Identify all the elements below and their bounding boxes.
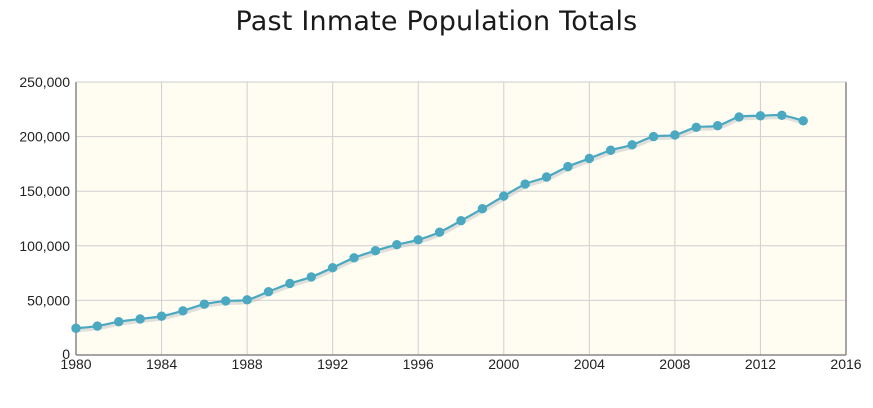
chart-title: Past Inmate Population Totals bbox=[235, 6, 638, 37]
data-point[interactable] bbox=[221, 296, 231, 306]
x-tick-label: 2016 bbox=[830, 356, 861, 372]
data-point[interactable] bbox=[92, 321, 103, 331]
data-point[interactable] bbox=[563, 161, 573, 172]
y-tick-label: 250,000 bbox=[19, 74, 70, 90]
tick-labels: 1980 1984 1988 1992 1996 2000 2004 2008 2012 2016… bbox=[19, 74, 861, 372]
data-point[interactable] bbox=[135, 314, 145, 324]
data-point[interactable] bbox=[798, 116, 808, 126]
data-point[interactable] bbox=[627, 140, 637, 150]
x-tick-label: 1988 bbox=[232, 356, 263, 372]
data-point[interactable] bbox=[413, 235, 423, 245]
data-point[interactable] bbox=[349, 253, 359, 263]
data-point[interactable] bbox=[541, 172, 552, 182]
data-point[interactable] bbox=[306, 272, 316, 282]
data-point[interactable] bbox=[285, 278, 295, 289]
data-point[interactable] bbox=[434, 227, 445, 237]
data-point[interactable] bbox=[777, 110, 787, 121]
data-point[interactable] bbox=[263, 286, 274, 297]
data-point[interactable] bbox=[691, 122, 701, 133]
data-point[interactable] bbox=[199, 299, 210, 309]
data-point[interactable] bbox=[71, 323, 81, 333]
y-tick-label: 0 bbox=[62, 346, 70, 362]
data-point[interactable] bbox=[327, 262, 338, 273]
data-point[interactable] bbox=[456, 215, 466, 226]
y-tick-label: 200,000 bbox=[19, 129, 70, 145]
data-point[interactable] bbox=[734, 112, 744, 122]
x-tick-label: 1984 bbox=[146, 356, 177, 372]
data-point[interactable] bbox=[670, 130, 680, 140]
axes bbox=[75, 81, 847, 356]
x-tick-label: 1992 bbox=[317, 356, 348, 372]
data-point[interactable] bbox=[156, 311, 167, 321]
data-point[interactable] bbox=[370, 246, 381, 256]
x-tick-label: 2000 bbox=[488, 356, 519, 372]
data-points bbox=[71, 110, 808, 333]
x-tick-label: 1980 bbox=[60, 356, 91, 372]
data-point[interactable] bbox=[755, 111, 766, 121]
data-point[interactable] bbox=[178, 306, 188, 316]
y-tick-label: 150,000 bbox=[19, 183, 70, 199]
x-tick-label: 2004 bbox=[574, 356, 605, 372]
data-point[interactable] bbox=[584, 153, 595, 164]
data-point[interactable] bbox=[520, 179, 530, 189]
x-tick-label: 2008 bbox=[659, 356, 690, 372]
y-tick-label: 100,000 bbox=[19, 238, 70, 254]
data-point[interactable] bbox=[392, 240, 402, 250]
data-point[interactable] bbox=[499, 191, 509, 201]
data-point[interactable] bbox=[606, 145, 616, 155]
data-point[interactable] bbox=[477, 203, 488, 214]
data-point[interactable] bbox=[648, 131, 659, 142]
y-tick-label: 50,000 bbox=[27, 292, 70, 308]
data-point[interactable] bbox=[242, 295, 252, 305]
x-tick-label: 2012 bbox=[745, 356, 776, 372]
data-point[interactable] bbox=[712, 120, 723, 131]
x-tick-label: 1996 bbox=[403, 356, 434, 372]
data-point[interactable] bbox=[114, 316, 124, 327]
